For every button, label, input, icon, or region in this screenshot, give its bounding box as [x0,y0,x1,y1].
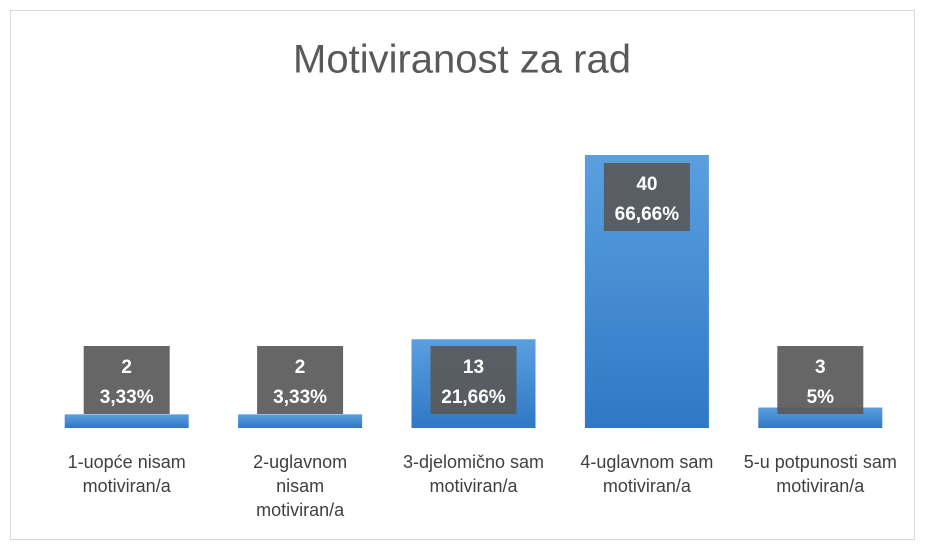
x-tick-label: 3-djelomično sam motiviran/a [402,452,545,496]
data-label-box [83,346,170,414]
x-tick-label: 2-uglavnom nisam motiviran/a [253,452,348,520]
bar [64,414,189,428]
x-tick-label: 5-u potpunosti sam motiviran/a [743,452,897,496]
chart-border [10,10,915,540]
data-label-box [430,346,517,414]
data-label: 2 [121,357,132,378]
bar [238,414,363,428]
percent-label: 21,66% [441,387,506,408]
data-label: 3 [815,357,826,378]
x-tick-label: 4-uglavnom sam motiviran/a [580,452,714,496]
percent-label: 66,66% [615,204,680,225]
percent-label: 5% [807,387,835,408]
data-label-box [777,346,864,414]
data-label-box [257,346,344,414]
data-label: 2 [295,357,306,378]
data-label: 13 [463,357,484,378]
percent-label: 3,33% [100,387,154,408]
percent-label: 3,33% [273,387,327,408]
data-label: 40 [636,174,657,195]
x-tick-label: 1-uopće nisam motiviran/a [67,452,186,496]
chart-title: Motiviranost za rad [293,38,631,82]
data-label-box [603,163,690,231]
